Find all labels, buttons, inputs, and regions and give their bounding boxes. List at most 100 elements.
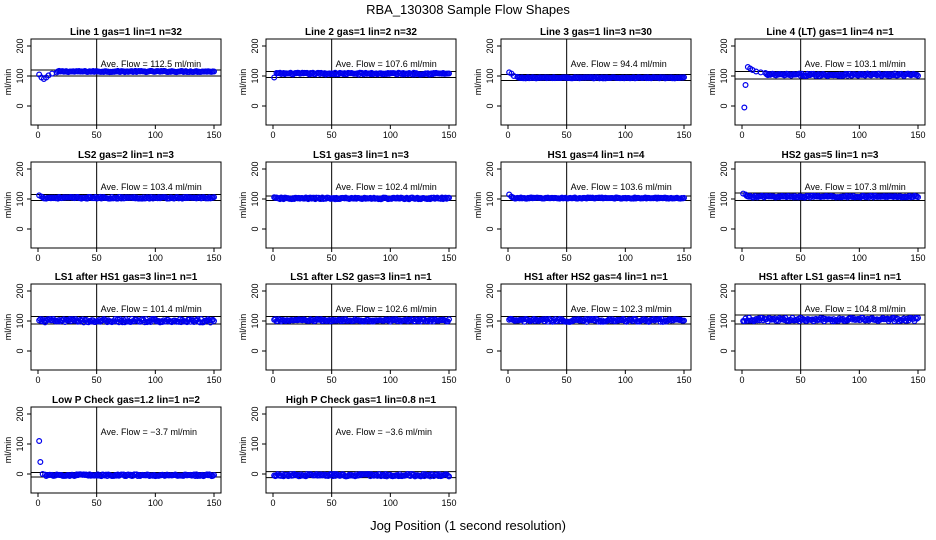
panel-title: LS1 after LS2 gas=3 lin=1 n=1 xyxy=(290,272,432,283)
y-axis-label: ml/min xyxy=(707,314,717,341)
mean-flow-annotation: Ave. Flow = −3.6 ml/min xyxy=(336,427,432,437)
mean-flow-annotation: Ave. Flow = 101.4 ml/min xyxy=(101,304,202,314)
panel-4: Line 4 (LT) gas=1 lin=4 n=1 0 100 200 ml/min… xyxy=(707,27,926,140)
x-tick-label: 0 xyxy=(35,130,40,140)
panel-title: HS1 after HS2 gas=4 lin=1 n=1 xyxy=(524,272,668,283)
data-point xyxy=(37,459,44,466)
x-tick-label: 0 xyxy=(505,130,510,140)
plot-frame xyxy=(734,38,926,126)
y-tick-label: 100 xyxy=(719,313,729,328)
data-point xyxy=(114,316,121,323)
panel-title: Line 3 gas=1 lin=3 n=30 xyxy=(540,27,652,38)
y-axis-label: ml/min xyxy=(238,192,248,219)
figure-x-axis-label: Jog Position (1 second resolution) xyxy=(370,518,566,533)
y-axis-label: ml/min xyxy=(3,437,13,464)
data-point xyxy=(742,81,749,88)
data-point xyxy=(211,471,218,478)
x-tick-label: 50 xyxy=(92,253,102,263)
x-tick-label: 0 xyxy=(270,375,275,385)
data-point xyxy=(211,194,218,201)
panel-title: High P Check gas=1 lin=0.8 n=1 xyxy=(286,395,437,406)
data-point xyxy=(446,473,453,480)
x-tick-label: 100 xyxy=(618,375,633,385)
panel-3: Line 3 gas=1 lin=3 n=30 0 100 200 ml/min 0 50 1… xyxy=(473,27,692,140)
y-axis-label: ml/min xyxy=(238,314,248,341)
y-axis-label: ml/min xyxy=(473,314,483,341)
y-tick-label: 100 xyxy=(15,68,25,83)
x-tick-label: 150 xyxy=(206,253,221,263)
x-tick-label: 50 xyxy=(327,130,337,140)
y-axis-label: ml/min xyxy=(3,192,13,219)
plot-frame xyxy=(265,283,457,371)
x-tick-label: 150 xyxy=(676,253,691,263)
data-point xyxy=(913,315,920,322)
data-point xyxy=(680,194,687,201)
y-tick-label: 0 xyxy=(15,103,25,108)
mean-flow-annotation: Ave. Flow = 112.5 ml/min xyxy=(101,59,201,69)
x-tick-label: 50 xyxy=(327,253,337,263)
plot-frame xyxy=(30,161,222,249)
panel-title: LS1 after HS1 gas=3 lin=1 n=1 xyxy=(55,272,198,283)
y-tick-label: 0 xyxy=(719,226,729,231)
y-axis-label: ml/min xyxy=(707,69,717,96)
panel-title: Low P Check gas=1.2 lin=1 n=2 xyxy=(52,395,200,406)
panel-13: Low P Check gas=1.2 lin=1 n=2 0 100 200 ml/m… xyxy=(3,395,222,508)
panel-10: LS1 after LS2 gas=3 lin=1 n=1 0 100 200 ml/m… xyxy=(238,272,457,385)
data-point xyxy=(446,70,453,77)
y-tick-label: 100 xyxy=(719,68,729,83)
y-tick-label: 0 xyxy=(15,226,25,231)
y-tick-label: 200 xyxy=(719,161,729,176)
data-point xyxy=(209,316,216,323)
data-point xyxy=(757,69,764,76)
data-point xyxy=(36,438,43,445)
x-tick-label: 50 xyxy=(562,253,572,263)
x-tick-label: 150 xyxy=(676,375,691,385)
x-tick-label: 150 xyxy=(441,130,456,140)
y-tick-label: 100 xyxy=(250,191,260,206)
x-tick-label: 0 xyxy=(270,253,275,263)
x-tick-label: 50 xyxy=(796,130,806,140)
plot-frame xyxy=(265,406,457,494)
x-tick-label: 150 xyxy=(206,130,221,140)
y-tick-label: 100 xyxy=(15,436,25,451)
data-point xyxy=(209,472,216,479)
x-tick-label: 50 xyxy=(562,130,572,140)
x-tick-label: 50 xyxy=(327,375,337,385)
y-tick-label: 0 xyxy=(250,103,260,108)
figure-title: RBA_130308 Sample Flow Shapes xyxy=(366,2,570,17)
plot-frame xyxy=(734,283,926,371)
y-tick-label: 100 xyxy=(719,191,729,206)
y-tick-label: 100 xyxy=(485,313,495,328)
y-axis-label: ml/min xyxy=(238,69,248,96)
x-tick-label: 150 xyxy=(441,375,456,385)
panel-7: HS1 gas=4 lin=1 n=4 0 100 200 ml/min 0 50 100 15… xyxy=(473,150,692,263)
x-tick-label: 100 xyxy=(852,375,867,385)
x-tick-label: 150 xyxy=(206,498,221,508)
x-tick-label: 100 xyxy=(383,253,398,263)
x-tick-label: 0 xyxy=(270,130,275,140)
mean-flow-annotation: Ave. Flow = 102.3 ml/min xyxy=(571,304,672,314)
y-axis-label: ml/min xyxy=(3,69,13,96)
y-tick-label: 200 xyxy=(719,38,729,53)
x-tick-label: 100 xyxy=(618,253,633,263)
x-tick-label: 100 xyxy=(148,130,163,140)
data-point xyxy=(271,74,278,81)
mean-flow-annotation: Ave. Flow = 107.6 ml/min xyxy=(336,59,437,69)
y-tick-label: 100 xyxy=(15,313,25,328)
x-tick-label: 150 xyxy=(910,130,925,140)
x-tick-label: 0 xyxy=(35,253,40,263)
x-tick-label: 0 xyxy=(739,253,744,263)
mean-flow-annotation: Ave. Flow = 107.3 ml/min xyxy=(805,182,906,192)
x-tick-label: 50 xyxy=(562,375,572,385)
x-tick-label: 100 xyxy=(383,130,398,140)
x-tick-label: 100 xyxy=(383,375,398,385)
x-tick-label: 50 xyxy=(327,498,337,508)
y-tick-label: 0 xyxy=(719,348,729,353)
panel-title: Line 1 gas=1 lin=1 n=32 xyxy=(70,27,182,38)
panel-title: Line 4 (LT) gas=1 lin=4 n=1 xyxy=(766,27,894,38)
x-tick-label: 50 xyxy=(796,375,806,385)
mean-flow-annotation: Ave. Flow = 94.4 ml/min xyxy=(571,59,667,69)
mean-flow-annotation: Ave. Flow = 103.4 ml/min xyxy=(101,182,202,192)
y-tick-label: 200 xyxy=(250,406,260,421)
